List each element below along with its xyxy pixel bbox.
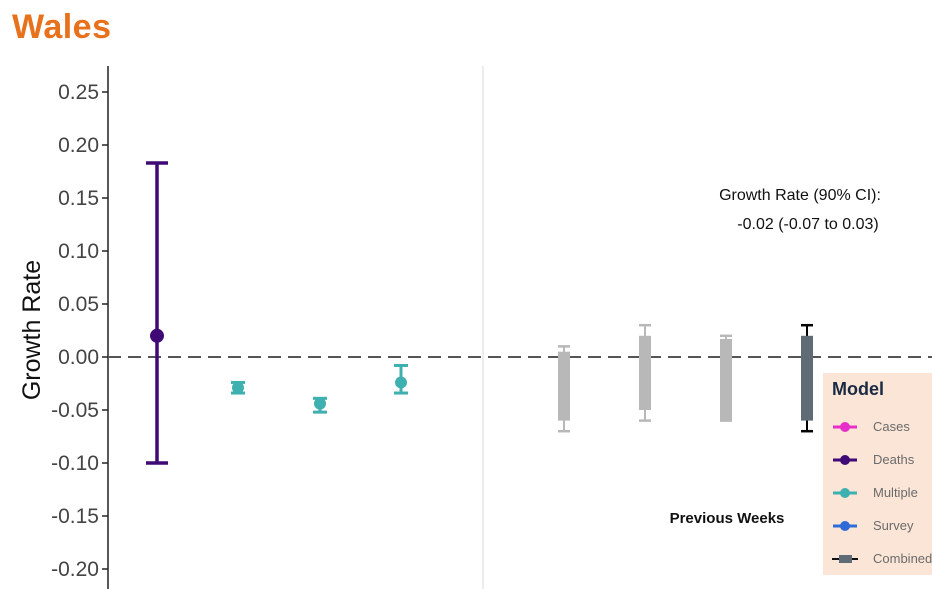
legend-item-combined: Combined (831, 549, 932, 569)
legend-key-dot (840, 455, 850, 465)
y-tick-label: 0.05 (58, 293, 99, 316)
legend-label: Multiple (873, 485, 918, 500)
y-tick-label: -0.15 (51, 505, 99, 528)
prev-range-bar (801, 335, 813, 421)
estimate-point (395, 376, 407, 389)
page-title: Wales (12, 8, 112, 46)
legend-key-dot (840, 521, 850, 531)
estimate-point (150, 328, 164, 343)
legend-label: Combined (873, 551, 932, 566)
legend-key (833, 455, 857, 465)
previous-weeks-label: Previous Weeks (670, 510, 785, 527)
legend-item-cases: Cases (831, 417, 932, 437)
y-axis: 0.25 0.20 0.15 0.10 0.05 0.00 -0.05 -0.10 -0.15 -… (51, 66, 109, 589)
chart-marks (108, 66, 932, 589)
previous-week-4 (801, 323, 813, 433)
legend-key (832, 555, 858, 563)
y-tick-label: 0.15 (58, 187, 99, 210)
y-tick-label: -0.20 (51, 558, 99, 581)
legend-key (833, 521, 857, 531)
growth-rate-annotation-line1: Growth Rate (90% CI): (719, 187, 881, 204)
current-estimate-2 (231, 380, 245, 395)
legend-label: Deaths (873, 452, 915, 467)
previous-week-3 (720, 334, 732, 422)
prev-range-bar (639, 335, 651, 410)
y-tick-label: 0.25 (58, 81, 99, 104)
y-tick-label: 0.20 (58, 134, 99, 157)
current-estimate-3 (313, 396, 327, 414)
y-tick-label: 0.00 (58, 346, 99, 369)
legend-title: Model (832, 379, 884, 399)
y-tick-label: -0.05 (51, 399, 99, 422)
estimate-point (314, 397, 326, 410)
legend-item-survey: Survey (831, 516, 932, 536)
prev-range-bar (720, 338, 732, 421)
y-axis-label: Growth Rate (18, 260, 46, 400)
previous-week-2 (639, 323, 651, 422)
chart-legend: Model Cases Deaths Multiple Survey Combined (823, 373, 932, 575)
prev-range-bar (558, 351, 570, 421)
legend-item-multiple: Multiple (831, 483, 932, 503)
previous-week-1 (558, 345, 570, 433)
y-tick-label: -0.10 (51, 452, 99, 475)
legend-key-dot (840, 422, 850, 432)
growth-rate-annotation-line2: -0.02 (-0.07 to 0.03) (737, 216, 878, 233)
current-estimate-4 (394, 363, 408, 395)
estimate-point (232, 381, 244, 394)
y-tick-label: 0.10 (58, 240, 99, 263)
current-estimate-1 (146, 161, 168, 465)
legend-key (833, 422, 857, 432)
legend-item-deaths: Deaths (831, 450, 932, 470)
legend-key-bar (839, 555, 852, 563)
legend-label: Survey (873, 518, 914, 533)
legend-key (833, 488, 857, 498)
legend-key-dot (840, 488, 850, 498)
legend-label: Cases (873, 419, 910, 434)
